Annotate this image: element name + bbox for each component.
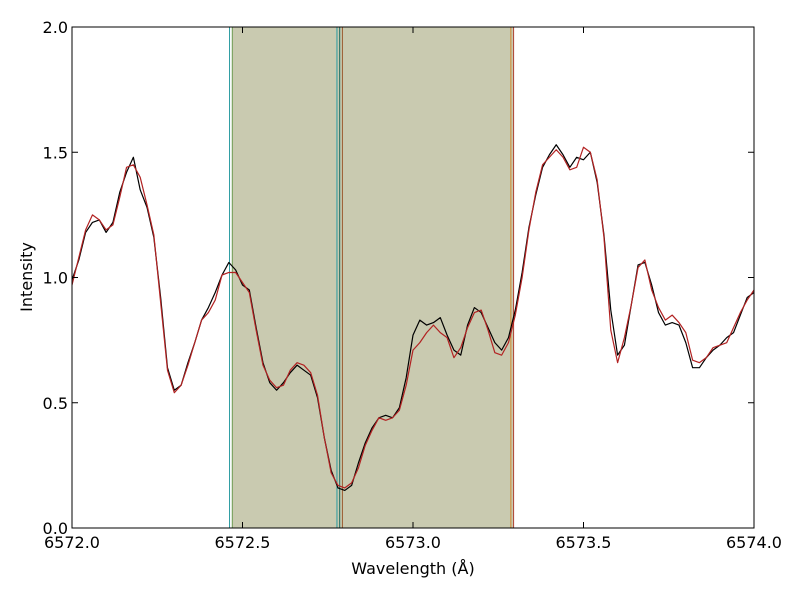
series-line-2	[72, 146, 754, 489]
vertical-marker-lines	[229, 27, 515, 528]
shaded-region-2	[339, 27, 514, 528]
x-tick-label: 6573.0	[385, 533, 441, 552]
y-tick-label: 0.5	[43, 394, 68, 413]
series-lines	[72, 144, 754, 492]
y-tick-label: 1.0	[43, 269, 68, 288]
y-tick-label: 0.0	[43, 519, 68, 538]
y-axis-title: Intensity	[17, 242, 36, 312]
y-tick-label: 2.0	[43, 18, 68, 37]
x-tick-label: 6573.5	[556, 533, 612, 552]
axis-ticks: 6572.0 6572.5 6573.0 6573.5 6574.0 0.0 0.5 1.0 1…	[43, 18, 782, 552]
x-tick-label: 6572.5	[215, 533, 271, 552]
x-axis-title: Wavelength (Å)	[351, 559, 474, 578]
shaded-region-1	[232, 27, 340, 528]
x-tick-label: 6572.0	[44, 533, 100, 552]
shaded-regions	[232, 27, 514, 528]
x-tick-label: 6574.0	[726, 533, 782, 552]
plot-region	[72, 27, 754, 528]
y-tick-label: 1.5	[43, 143, 68, 162]
